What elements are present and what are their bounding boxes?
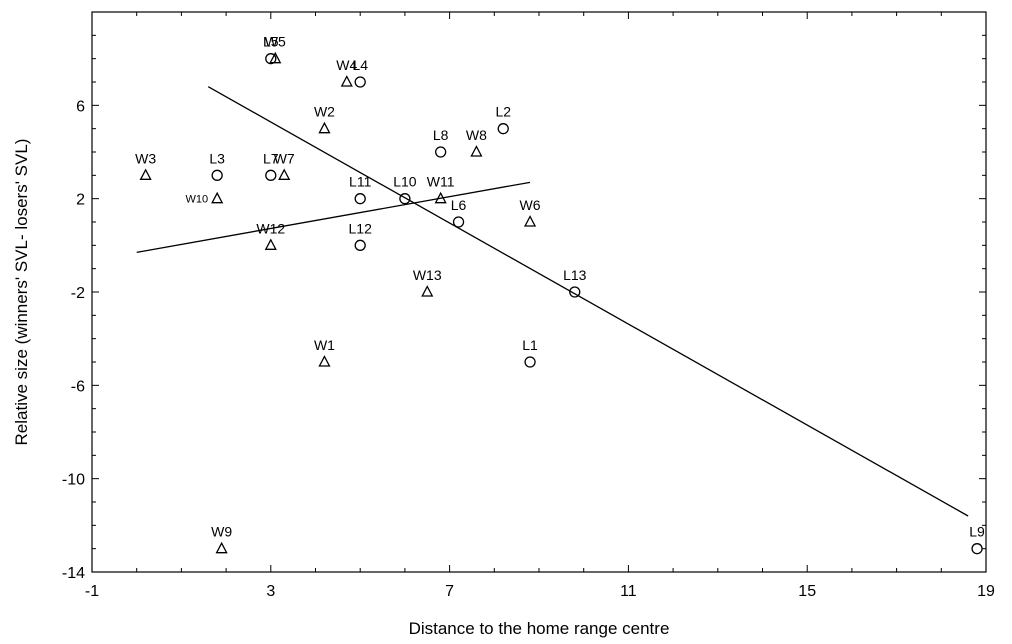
point-w13 (421, 285, 434, 297)
plot-border (91, 11, 987, 573)
point-label-l8: L8 (433, 127, 449, 143)
point-label-l7: L7 (263, 150, 279, 166)
point-l7 (265, 169, 277, 181)
axis-ticks: -1 3 7 11 15 19 -14 -10 -6 -2 2 6 (62, 11, 995, 600)
point-w7 (278, 168, 291, 180)
point-label-w1: W1 (314, 337, 335, 353)
point-label-w3: W3 (135, 150, 156, 166)
point-w5 (269, 51, 282, 64)
point-l13 (569, 286, 581, 298)
point-label-l13: L13 (563, 267, 587, 283)
point-label-l5: L5 (263, 34, 279, 50)
fit-lines (136, 86, 969, 517)
point-l2 (497, 123, 509, 135)
x-tick-label: 3 (266, 583, 275, 600)
regression-line-2 (207, 86, 969, 517)
x-tick-label: 11 (620, 583, 637, 600)
x-tick-label: 19 (977, 583, 995, 600)
point-label-l4: L4 (352, 57, 368, 73)
point-label-l9: L9 (969, 524, 985, 540)
point-label-w6: W6 (520, 197, 541, 213)
point-w2 (318, 121, 331, 134)
x-tick-label: 15 (798, 583, 816, 600)
point-w4 (340, 75, 353, 87)
y-tick-label: 6 (76, 98, 85, 115)
y-tick-label: 2 (76, 192, 85, 209)
data-points: W1 W2 W3 W4 W5 W6 W7 W8 W9 W10 W11 W12 W13 L1 L2 L3 L4 L5… (135, 34, 985, 555)
x-tick-label: 7 (445, 583, 454, 600)
point-label-l2: L2 (495, 104, 511, 120)
point-label-l3: L3 (209, 150, 225, 166)
point-label-l12: L12 (349, 220, 373, 236)
x-axis-label: Distance to the home range centre (409, 619, 670, 638)
y-tick-label: -14 (62, 565, 85, 582)
point-l1 (524, 356, 536, 368)
point-label-w2: W2 (314, 104, 335, 120)
point-label-l11: L11 (349, 174, 372, 190)
point-label-l1: L1 (522, 337, 538, 353)
regression-line-1 (136, 181, 531, 253)
point-w10 (211, 191, 224, 204)
y-axis-label: Relative size (winners' SVL- losers' SVL… (12, 139, 31, 446)
point-w3 (139, 168, 152, 180)
plot-frame (91, 11, 987, 573)
point-w6 (523, 215, 537, 227)
point-label-w4: W4 (336, 57, 357, 73)
point-l11 (354, 193, 366, 205)
point-l5 (265, 53, 277, 65)
point-label-w9: W9 (211, 524, 232, 540)
point-label-w10: W10 (186, 194, 209, 206)
y-tick-label: -2 (71, 285, 85, 302)
point-l8 (435, 146, 447, 158)
point-label-w12: W12 (256, 220, 285, 236)
point-w1 (318, 355, 331, 367)
point-l3 (211, 169, 223, 181)
x-tick-label: -1 (85, 583, 99, 600)
point-w9 (215, 541, 228, 554)
point-w12 (264, 238, 277, 250)
point-w11 (434, 191, 447, 204)
point-label-w11: W11 (427, 174, 455, 190)
point-label-w5: W5 (265, 34, 286, 50)
point-label-l6: L6 (451, 197, 467, 213)
point-label-w8: W8 (466, 127, 487, 143)
point-l10 (399, 193, 411, 205)
point-w8 (470, 145, 483, 157)
y-tick-label: -6 (71, 378, 85, 395)
point-label-w13: W13 (413, 267, 442, 283)
point-l9 (971, 543, 983, 555)
point-label-l10: L10 (393, 174, 417, 190)
point-label-w7: W7 (274, 150, 295, 166)
point-l6 (452, 216, 465, 228)
point-l4 (354, 76, 366, 88)
point-l12 (354, 239, 366, 251)
y-tick-label: -10 (62, 472, 85, 489)
